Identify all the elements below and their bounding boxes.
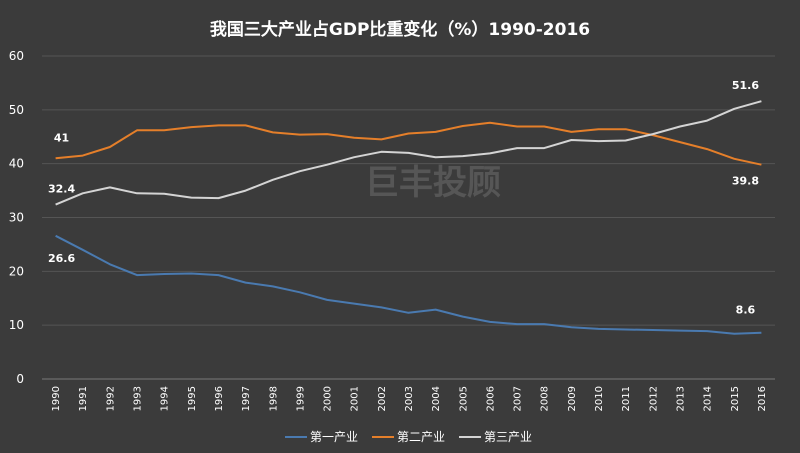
x-tick-label: 2002 [377, 386, 388, 411]
y-tick-label: 0 [16, 372, 24, 386]
x-tick-label: 1995 [187, 386, 198, 411]
x-tick-label: 2011 [621, 386, 632, 411]
x-tick-label: 2009 [567, 386, 578, 411]
y-axis-ticks: 0 10 20 30 40 50 60 [9, 49, 24, 386]
x-tick-label: 2013 [675, 386, 686, 411]
x-tick-label: 2000 [323, 386, 334, 411]
x-tick-label: 1997 [241, 386, 252, 411]
series-line-2 [55, 121, 762, 166]
x-tick-label: 2016 [757, 386, 768, 411]
y-tick-label: 20 [9, 264, 24, 278]
data-label: 8.6 [736, 304, 756, 317]
legend-label: 第三产业 [484, 430, 532, 444]
watermark-text: 巨丰投顾 [365, 163, 501, 203]
data-labels: 26.6 8.6 41 39.8 32.4 51.6 [48, 79, 759, 316]
x-tick-label: 1999 [295, 386, 306, 411]
x-tick-label: 1996 [214, 386, 225, 411]
legend-label: 第二产业 [397, 430, 445, 444]
series-line-3 [55, 100, 762, 206]
x-tick-label: 2006 [485, 386, 496, 411]
x-tick-label: 1998 [268, 386, 279, 411]
gridlines [42, 55, 775, 380]
series-line-1 [55, 234, 762, 335]
x-tick-label: 1990 [51, 386, 62, 411]
y-tick-label: 50 [9, 103, 24, 117]
x-tick-label: 2010 [594, 386, 605, 411]
x-tick-label: 2014 [703, 386, 714, 411]
x-tick-label: 1993 [133, 386, 144, 411]
x-tick-label: 1994 [160, 386, 171, 411]
x-tick-label: 2015 [730, 386, 741, 411]
data-label: 51.6 [732, 79, 759, 92]
series-lines [55, 100, 762, 335]
y-tick-label: 30 [9, 211, 24, 225]
legend-label: 第一产业 [310, 430, 358, 444]
x-tick-label: 2005 [458, 386, 469, 411]
data-label: 26.6 [48, 252, 75, 265]
x-tick-label: 2007 [513, 386, 524, 411]
x-tick-label: 1991 [78, 386, 89, 411]
y-tick-label: 40 [9, 157, 24, 171]
x-axis-ticks: 1990 1991 1992 1993 1994 1995 1996 1997 1998 1999… [51, 386, 768, 411]
x-tick-label: 2001 [350, 386, 361, 411]
x-tick-label: 2003 [404, 386, 415, 411]
x-tick-label: 2008 [540, 386, 551, 411]
x-tick-label: 2004 [431, 386, 442, 411]
chart-title: 我国三大产业占GDP比重变化（%）1990-2016 [210, 19, 590, 40]
data-label: 39.8 [732, 175, 759, 188]
y-tick-label: 60 [9, 49, 24, 63]
x-tick-label: 1992 [105, 386, 116, 411]
data-label: 32.4 [48, 183, 75, 196]
y-tick-label: 10 [9, 318, 24, 332]
data-label: 41 [54, 131, 69, 144]
x-tick-label: 2012 [648, 386, 659, 411]
legend: 第一产业 第二产业 第三产业 [285, 430, 532, 444]
